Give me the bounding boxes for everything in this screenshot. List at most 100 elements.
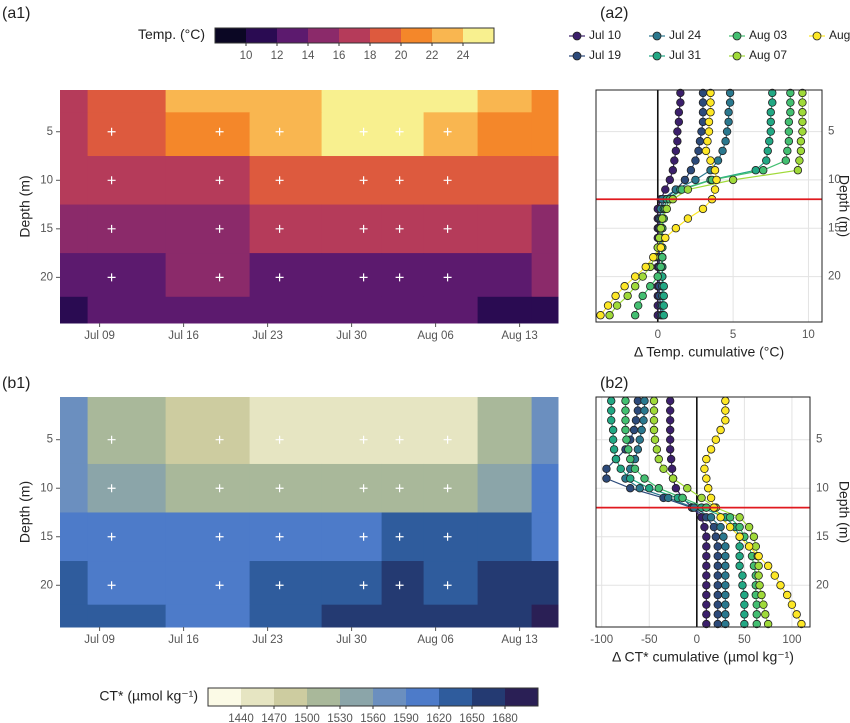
- legend-label: Aug 16: [829, 28, 850, 42]
- contour-cell: [531, 463, 559, 513]
- legend-label: Jul 10: [589, 28, 621, 42]
- plot-frame: [595, 89, 823, 323]
- profile-point: [721, 551, 730, 561]
- profile-point: [798, 88, 807, 98]
- sample-marker: [443, 484, 452, 493]
- colorbar-label: 1470: [261, 713, 287, 723]
- colorbar-label: 22: [426, 50, 439, 62]
- sample-marker: [359, 435, 368, 444]
- contour-cell: [249, 253, 323, 298]
- contour-cell: [531, 561, 559, 606]
- profile-point: [640, 474, 649, 483]
- colorbar-swatch: [308, 28, 339, 43]
- profile-point: [635, 435, 644, 444]
- profile-point: [674, 117, 684, 127]
- y-tick-label: 5: [828, 126, 834, 138]
- profile-point: [759, 600, 768, 609]
- contour-cell: [381, 112, 425, 157]
- colorbar-swatch: [307, 688, 340, 706]
- profile-point: [700, 464, 709, 474]
- contour-cell: [249, 604, 323, 628]
- sample-marker: [359, 581, 368, 590]
- profile-point: [754, 551, 763, 561]
- contour-cell: [165, 463, 251, 513]
- x-tick-label: Jul 30: [336, 634, 367, 646]
- profile-point: [698, 204, 708, 214]
- x-tick-label: Jul 23: [252, 634, 283, 646]
- y-axis-title: Depth (m): [836, 481, 850, 543]
- colorbar-label: 1620: [426, 713, 452, 723]
- profile-point: [783, 146, 792, 156]
- profile-point: [768, 88, 777, 98]
- profile-point: [645, 484, 654, 493]
- profile-point: [602, 464, 611, 474]
- profile-point: [621, 396, 630, 406]
- profile-point: [704, 127, 714, 136]
- profile-point: [793, 166, 803, 175]
- profile-point: [605, 311, 614, 320]
- profile-point: [646, 282, 655, 291]
- contour-cell: [321, 604, 383, 628]
- profile-point: [671, 146, 681, 156]
- profile-point: [718, 146, 727, 156]
- profile-point: [716, 513, 725, 522]
- y-tick-label: 10: [816, 482, 829, 494]
- profile-point: [762, 156, 771, 165]
- sample-marker: [107, 176, 116, 185]
- contour-cell: [249, 90, 323, 113]
- sample-marker: [443, 273, 452, 282]
- profile-point: [706, 513, 716, 522]
- profile-point: [676, 88, 685, 98]
- contour-cell: [249, 397, 323, 421]
- profile-point: [649, 396, 659, 406]
- profile-point: [621, 425, 630, 435]
- contour-cell: [531, 604, 559, 628]
- contour-cell: [60, 604, 89, 628]
- profile-point: [721, 590, 730, 600]
- panel-label: (b1): [2, 375, 30, 392]
- contour-cell: [423, 90, 479, 113]
- profile-point: [706, 88, 715, 98]
- y-tick-label: 10: [828, 174, 841, 186]
- contour-cell: [531, 156, 559, 206]
- contour-cell: [531, 420, 559, 465]
- profile-point: [766, 117, 775, 127]
- contour-cell: [249, 420, 323, 465]
- profile-point: [649, 406, 659, 415]
- x-tick-label: 0: [694, 634, 700, 646]
- sample-marker: [395, 532, 404, 541]
- profile-point: [633, 445, 643, 454]
- profile-point: [700, 522, 709, 532]
- profile-point: [654, 484, 663, 493]
- profile-point: [770, 571, 780, 580]
- profile-point: [624, 445, 633, 454]
- profile-point: [603, 301, 613, 310]
- colorbar-label: 1500: [294, 713, 320, 723]
- profile-point: [630, 272, 640, 281]
- contour-cell: [321, 512, 383, 562]
- profile-point: [667, 464, 677, 474]
- sample-marker: [215, 532, 224, 541]
- contour-cell: [60, 90, 89, 113]
- x-tick-label: Jul 30: [336, 330, 367, 342]
- profile-point: [683, 214, 693, 223]
- contour-cell: [531, 204, 559, 254]
- profile-point: [713, 571, 722, 580]
- profile-point: [784, 127, 794, 136]
- profile-point: [659, 291, 668, 301]
- colorbar-label: 1650: [459, 713, 485, 723]
- profile-point: [787, 600, 797, 609]
- legend-marker: [652, 51, 662, 61]
- legend-marker: [812, 31, 822, 41]
- x-tick-label: Aug 06: [417, 634, 453, 646]
- profile-point: [674, 108, 684, 117]
- contour-cell: [249, 561, 323, 606]
- profile-point: [665, 396, 675, 406]
- y-axis-title: Depth (m): [17, 175, 33, 237]
- contour-cell: [381, 296, 425, 324]
- profile-point: [609, 445, 619, 454]
- sample-marker: [215, 224, 224, 233]
- contour-cell: [60, 561, 89, 606]
- profile-point: [713, 156, 723, 165]
- contour-cell: [477, 112, 533, 157]
